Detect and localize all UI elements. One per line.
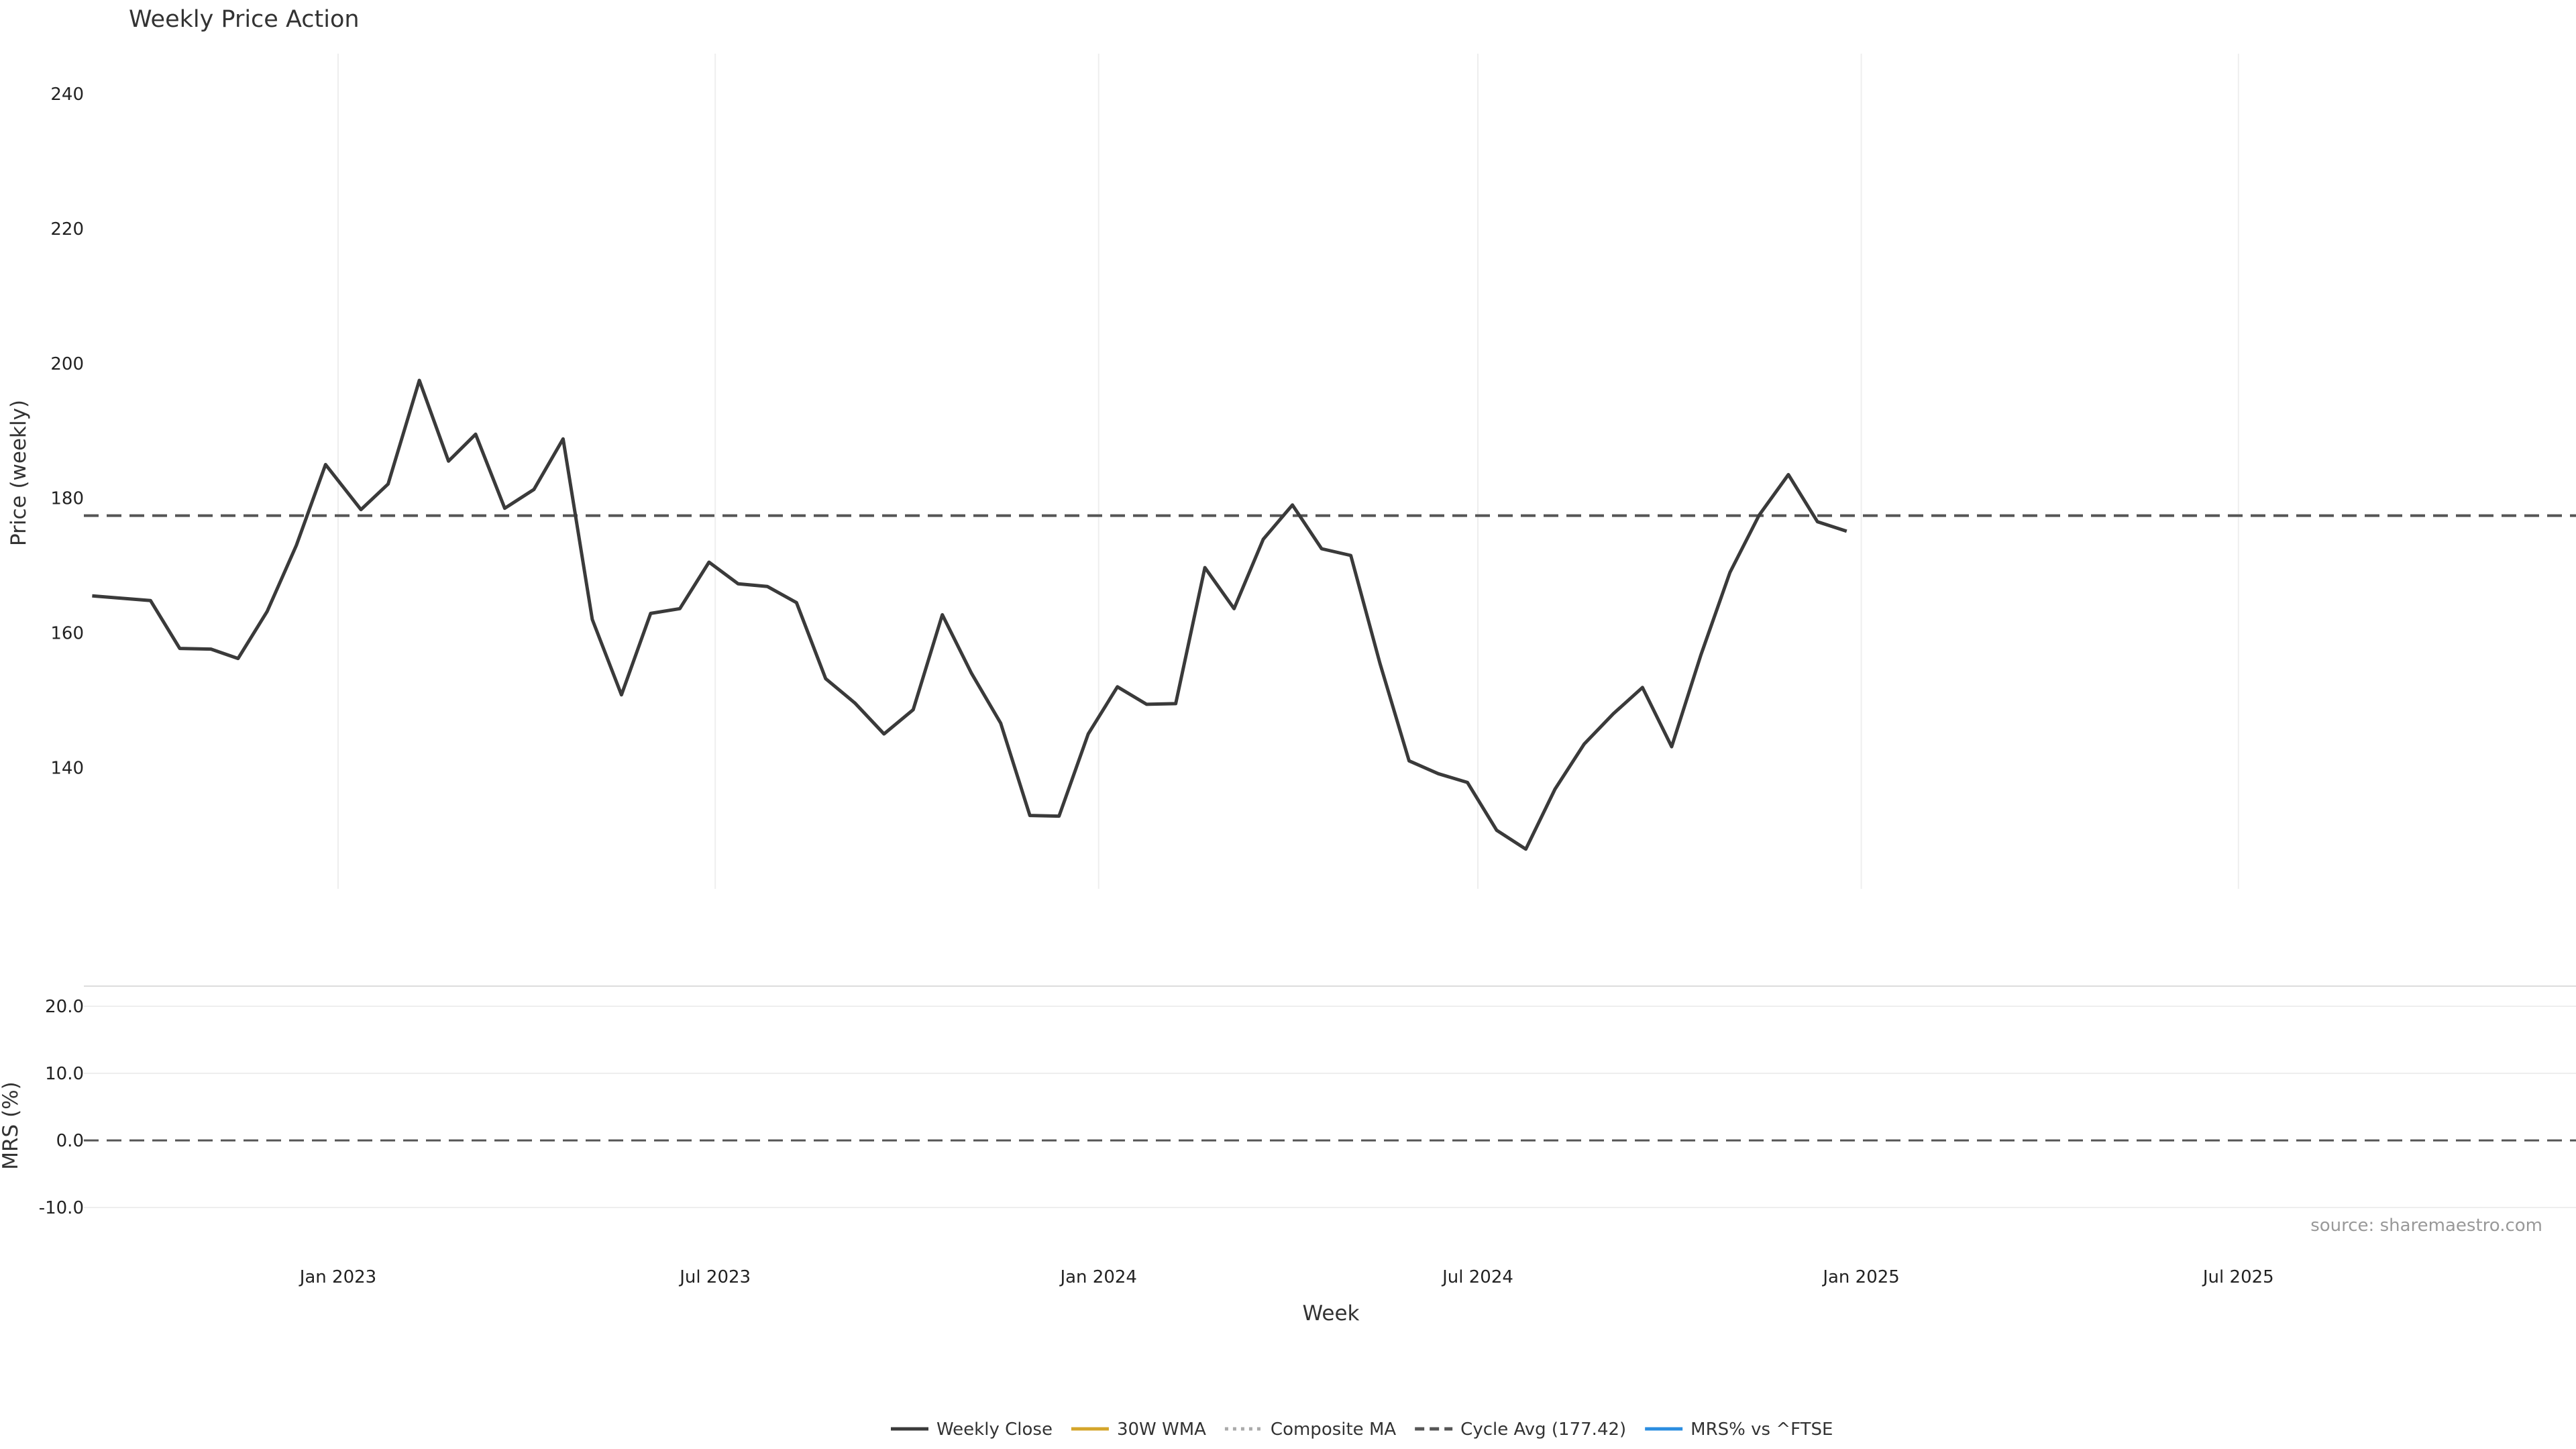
x-tick-label: Jul 2024 bbox=[1441, 1267, 1513, 1287]
legend-item-label: MRS% vs ^FTSE bbox=[1690, 1419, 1833, 1440]
x-tick-label: Jan 2024 bbox=[1059, 1267, 1137, 1287]
source-note: source: sharemaestro.com bbox=[2310, 1216, 2542, 1236]
weekly-close-line bbox=[92, 378, 1847, 851]
price-y-tick-label: 160 bbox=[50, 623, 84, 643]
price-y-tick-label: 240 bbox=[50, 85, 84, 105]
price-y-tick-label: 200 bbox=[50, 354, 84, 374]
mrs-y-tick-label: 10.0 bbox=[45, 1064, 84, 1084]
legend-item-label: Weekly Close bbox=[936, 1419, 1053, 1440]
price-y-tick-label: 180 bbox=[50, 489, 84, 509]
price-y-tick-label: 140 bbox=[50, 758, 84, 778]
chart-title: Weekly Price Action bbox=[129, 6, 360, 33]
mrs-panel: Jan 2023 Jul 2023 Jan 2024 Jul 2024 Jan 2025… bbox=[39, 985, 2576, 1287]
x-tick-label: Jan 2023 bbox=[299, 1267, 377, 1287]
price-y-tick-label: 220 bbox=[50, 219, 84, 239]
price-panel: 140 160 180 200 220 240 bbox=[50, 54, 2576, 889]
x-tick-label: Jul 2025 bbox=[2202, 1267, 2274, 1287]
x-tick-label: Jan 2025 bbox=[1821, 1267, 1900, 1287]
mrs-axis-label: MRS (%) bbox=[0, 1081, 23, 1169]
mrs-y-tick-label: 20.0 bbox=[45, 997, 84, 1017]
legend-item-label: 30W WMA bbox=[1117, 1419, 1206, 1440]
x-axis-label: Week bbox=[1303, 1301, 1360, 1326]
mrs-y-tick-label: -10.0 bbox=[39, 1198, 84, 1218]
legend-item-label: Cycle Avg (177.42) bbox=[1460, 1419, 1626, 1440]
legend-item-label: Composite MA bbox=[1271, 1419, 1396, 1440]
mrs-y-tick-label: 0.0 bbox=[56, 1131, 84, 1151]
price-axis-label: Price (weekly) bbox=[7, 400, 31, 546]
legend: Weekly Close 30W WMA Composite MA Cycle Avg… bbox=[891, 1419, 1833, 1440]
x-tick-label: Jul 2023 bbox=[678, 1267, 751, 1287]
